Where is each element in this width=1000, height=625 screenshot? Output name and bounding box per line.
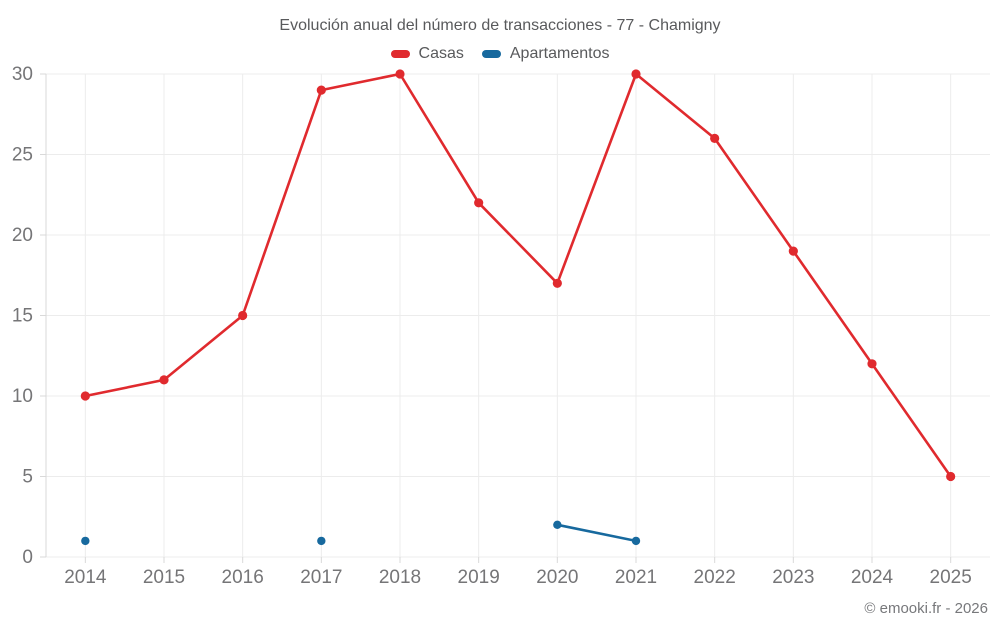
data-point[interactable] <box>946 471 956 482</box>
data-point[interactable] <box>238 310 248 321</box>
x-tick-label: 2016 <box>222 567 264 588</box>
x-tick-label: 2019 <box>458 567 500 588</box>
y-tick-label: 0 <box>22 547 33 568</box>
data-point[interactable] <box>395 69 405 79</box>
x-tick-label: 2017 <box>300 567 342 588</box>
y-tick-label: 30 <box>12 64 33 85</box>
axes-and-ticks <box>40 73 952 563</box>
chart-legend: Casas Apartamentos <box>0 45 1000 63</box>
x-tick-label: 2024 <box>851 567 894 588</box>
x-tick-label: 2021 <box>615 567 657 588</box>
data-point[interactable] <box>159 375 169 385</box>
data-point[interactable] <box>788 246 798 256</box>
data-point[interactable] <box>317 536 326 546</box>
x-tick-label: 2018 <box>379 567 421 588</box>
legend-item-apartamentos[interactable]: Apartamentos <box>481 45 610 63</box>
chart-title: Evolución anual del número de transaccio… <box>279 17 721 34</box>
data-point[interactable] <box>631 69 641 79</box>
legend-label: Apartamentos <box>509 45 610 62</box>
data-point[interactable] <box>631 536 641 546</box>
y-tick-label: 10 <box>12 386 33 407</box>
x-tick-label: 2014 <box>64 567 107 588</box>
gridlines <box>46 73 990 558</box>
series-line <box>84 72 952 478</box>
x-tick-label: 2022 <box>694 567 736 588</box>
y-tick-label: 5 <box>22 467 33 488</box>
x-tick-label: 2025 <box>930 567 972 588</box>
data-point[interactable] <box>553 520 562 529</box>
series-line <box>556 523 638 543</box>
data-point[interactable] <box>552 278 562 288</box>
data-point[interactable] <box>316 85 326 95</box>
data-point[interactable] <box>474 198 484 208</box>
data-point[interactable] <box>710 133 720 143</box>
legend-swatch-icon <box>481 50 501 58</box>
series-casas <box>80 69 956 482</box>
data-point[interactable] <box>80 391 90 401</box>
copyright-text: © emooki.fr - 2026 <box>864 600 988 617</box>
series-apartamentos <box>81 520 641 546</box>
y-tick-label: 20 <box>12 225 33 246</box>
x-tick-label: 2015 <box>143 567 185 588</box>
y-tick-label: 15 <box>12 306 33 327</box>
data-point[interactable] <box>81 536 90 546</box>
legend-swatch-icon <box>390 50 410 58</box>
data-point[interactable] <box>867 359 877 369</box>
y-tick-label: 25 <box>12 145 33 166</box>
legend-label: Casas <box>418 45 464 62</box>
x-tick-label: 2023 <box>772 567 814 588</box>
legend-item-casas[interactable]: Casas <box>390 45 464 63</box>
x-tick-label: 2020 <box>536 567 578 588</box>
